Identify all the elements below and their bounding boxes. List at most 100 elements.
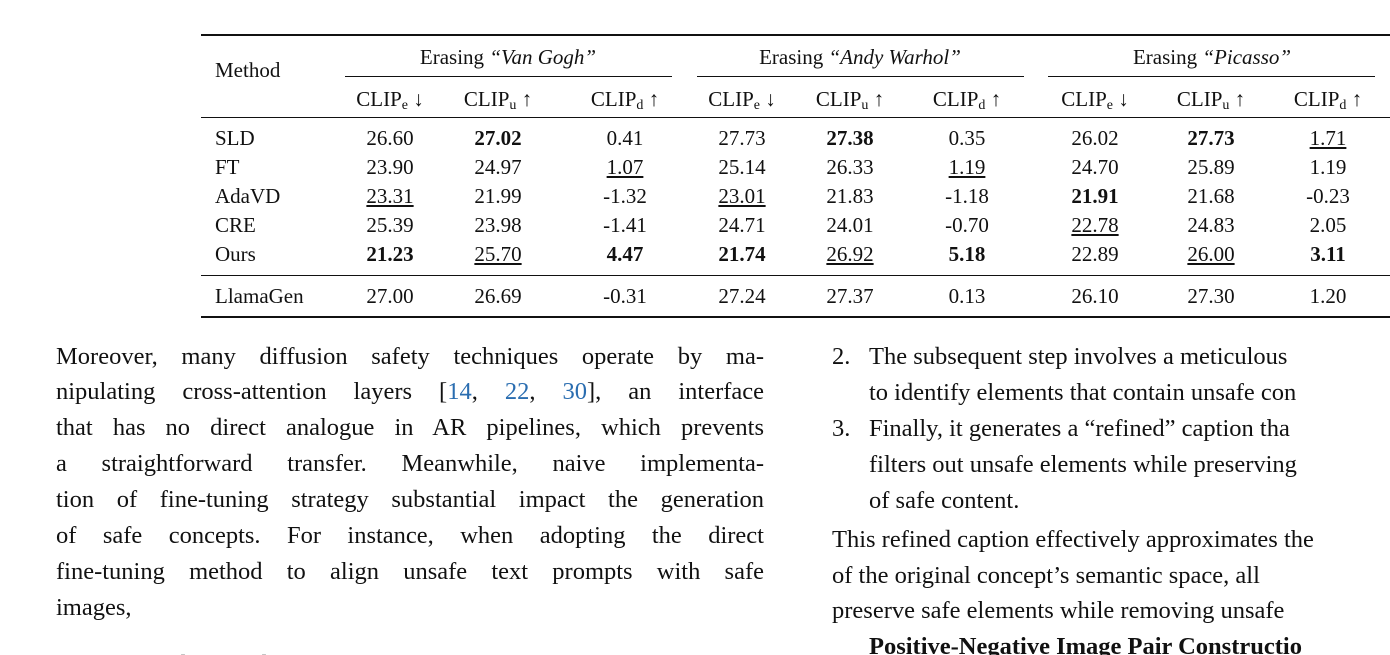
- text-span: tion of fine-tuning strategy substantial…: [56, 486, 764, 513]
- text-span: ,: [529, 378, 563, 405]
- table-cell: 27.38: [826, 125, 873, 151]
- row-value: 21.99: [474, 184, 522, 208]
- row-value: 0.35: [948, 126, 986, 150]
- table-cell: 1.19: [1310, 154, 1347, 180]
- row-method: Ours: [215, 242, 256, 266]
- group-name: “Andy Warhol”: [828, 45, 961, 69]
- metric-sub: e: [401, 98, 408, 113]
- metric-sub: e: [1106, 98, 1113, 113]
- citation: 22: [504, 378, 530, 405]
- table-cell: CLIPu ↑: [815, 86, 885, 113]
- metric-sub: u: [1222, 98, 1230, 113]
- table-cell: 27.02: [474, 125, 521, 151]
- table-cell: 27.30: [1187, 283, 1234, 309]
- table-cell: CLIPu ↑: [463, 86, 533, 113]
- row-value: -0.31: [603, 284, 647, 308]
- metric-base: CLIP: [463, 87, 510, 111]
- row-value: 23.98: [474, 213, 522, 237]
- text-span: fine-tuning method to align unsafe text …: [56, 558, 764, 585]
- row-value: 26.00: [1187, 242, 1235, 266]
- metric-arrow: ↑: [873, 87, 885, 111]
- text-line: fine-tuning method to align unsafe text …: [56, 554, 764, 590]
- table-cell: Erasing “Andy Warhol”: [759, 44, 961, 70]
- text-line: Moreover, many diffusion safety techniqu…: [56, 339, 764, 375]
- citation: 30: [562, 378, 587, 405]
- group-name: “Picasso”: [1202, 45, 1292, 69]
- row-method: FT: [215, 155, 240, 179]
- table-cell: 26.69: [474, 283, 521, 309]
- text-line: filters out unsafe elements while preser…: [869, 451, 1297, 478]
- text-line: preserve safe elements while removing un…: [832, 597, 1285, 624]
- metric-base: CLIP: [356, 87, 402, 111]
- table-cell: 26.60: [366, 125, 413, 151]
- row-value: 26.02: [1071, 126, 1119, 150]
- table-cell: 22.89: [1071, 241, 1118, 267]
- table-cell: Erasing “Picasso”: [1133, 44, 1291, 70]
- metric-arrow: ↑: [521, 87, 533, 111]
- row-value: 1.07: [606, 155, 644, 179]
- row-value: 21.74: [718, 242, 766, 266]
- row-value: 25.89: [1187, 155, 1235, 179]
- table-cell: 26.92: [826, 241, 873, 267]
- table-cell: 0.35: [949, 125, 986, 151]
- text-line: of safe content.: [869, 487, 1020, 514]
- table-cell: 21.68: [1187, 183, 1234, 209]
- row-value: 25.70: [474, 242, 522, 266]
- row-value: 26.92: [826, 242, 874, 266]
- row-value: 4.47: [606, 242, 644, 266]
- metric-base: CLIP: [708, 87, 754, 111]
- table-cell: 23.31: [366, 183, 413, 209]
- table-cell: 27.73: [718, 125, 765, 151]
- text-line: of the original concept’s semantic space…: [832, 561, 1260, 589]
- table-cell: CLIPu ↑: [1177, 86, 1245, 113]
- row-value: 24.70: [1071, 155, 1119, 179]
- table-rule: [201, 316, 1390, 318]
- table-cell: 1.20: [1310, 283, 1347, 309]
- metric-base: CLIP: [590, 87, 637, 111]
- row-value: 27.73: [718, 126, 766, 150]
- table-cell: 24.83: [1187, 212, 1234, 238]
- table-cell: 24.97: [474, 154, 521, 180]
- row-value: 25.39: [366, 213, 414, 237]
- group-prefix: Erasing: [419, 45, 485, 69]
- row-value: 27.73: [1187, 126, 1235, 150]
- text-span: of safe concepts. For instance, when ado…: [56, 522, 764, 549]
- row-value: 27.38: [826, 126, 874, 150]
- text-line: tion of fine-tuning strategy substantial…: [56, 482, 764, 518]
- table-cell: 27.00: [366, 283, 413, 309]
- text-line: Finally, it generates a “refined” captio…: [869, 415, 1290, 442]
- table-cell: CLIPe ↓: [356, 86, 423, 113]
- row-value: 3.11: [1310, 242, 1346, 266]
- row-value: 22.78: [1071, 213, 1119, 237]
- row-value: 25.14: [718, 155, 766, 179]
- text-line: to identify elements that contain unsafe…: [869, 379, 1297, 406]
- table-cell: AdaVD: [215, 183, 280, 209]
- table-cell: 27.24: [718, 283, 765, 309]
- metric-base: CLIP: [815, 87, 862, 111]
- row-value: 21.68: [1187, 184, 1235, 208]
- table-cell: CLIPe ↓: [708, 86, 775, 113]
- metric-sub: e: [753, 98, 760, 113]
- metric-arrow: ↓: [1118, 87, 1129, 111]
- table-cell: 23.98: [474, 212, 521, 238]
- table-cell: 25.89: [1187, 154, 1234, 180]
- group-name: “Van Gogh”: [489, 45, 597, 69]
- table-cell: 26.00: [1187, 241, 1234, 267]
- table-cell: 25.70: [474, 241, 521, 267]
- table-cell: 1.19: [949, 154, 986, 180]
- table-cell: 3.11: [1310, 241, 1346, 267]
- row-value: 26.33: [826, 155, 874, 179]
- text-line: images,: [56, 590, 764, 626]
- table-cell: 27.37: [826, 283, 873, 309]
- group-prefix: Erasing: [759, 45, 824, 69]
- row-value: -1.32: [603, 184, 647, 208]
- text-span: Moreover, many diffusion safety techniqu…: [56, 343, 764, 370]
- table-cell: -1.18: [945, 183, 989, 209]
- text-line: This refined caption effectively approxi…: [832, 526, 1314, 553]
- text-span: ], an interface: [586, 378, 765, 405]
- row-value: -0.70: [945, 213, 989, 237]
- text-line: the model tends to generate semantically…: [92, 647, 764, 655]
- text-line: of safe concepts. For instance, when ado…: [56, 518, 764, 554]
- table-cell: -0.70: [945, 212, 989, 238]
- table-rule: [1048, 76, 1375, 77]
